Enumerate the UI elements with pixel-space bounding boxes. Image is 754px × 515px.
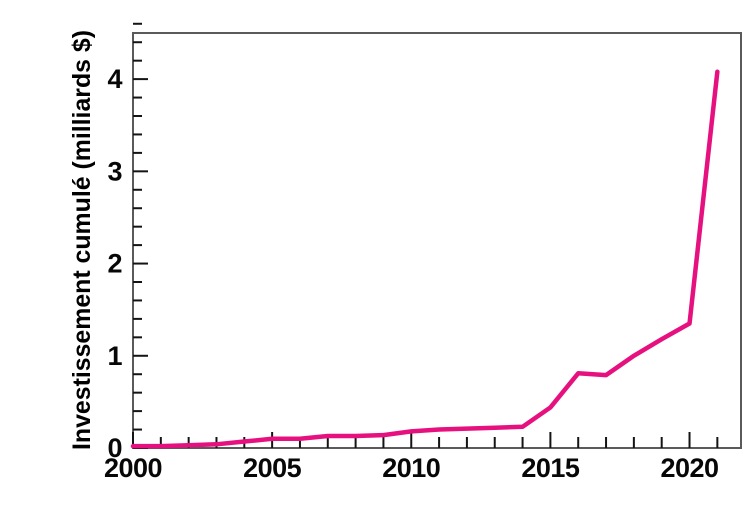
y-tick-label: 2 [107,249,122,279]
x-tick-label: 2015 [521,453,580,483]
plot-area: 2000 2005 2010 2015 2020 0 1 2 3 4 [104,22,742,483]
y-tick-label: 3 [107,156,122,186]
x-tick-label: 2020 [660,453,718,483]
y-tick-label: 0 [107,433,122,463]
plot-frame [132,32,742,449]
x-tick-label: 2000 [104,453,162,483]
x-tick-label: 2010 [382,453,440,483]
y-tick-label: 1 [107,341,122,371]
x-tick-label: 2005 [243,453,302,483]
y-axis-title: Investissement cumulé (milliards $) [68,30,96,450]
data-line-cumulative-investment [130,69,720,449]
y-tick-label: 4 [107,64,122,94]
